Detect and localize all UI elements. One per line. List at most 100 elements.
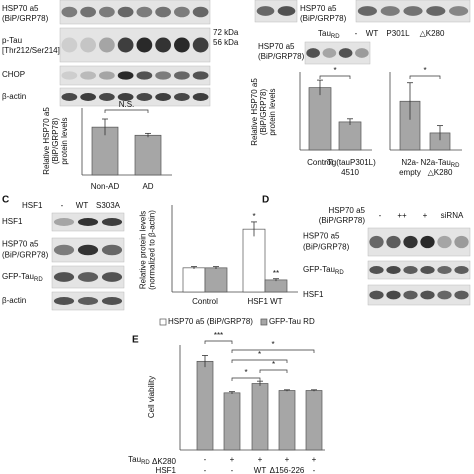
- y-axis-label: Relative protein levels (normalized to β-…: [139, 210, 157, 290]
- panel-label: C: [2, 195, 9, 206]
- label: β-actin: [2, 296, 26, 305]
- row-cell: WT: [254, 466, 267, 474]
- blot-band: [136, 93, 153, 101]
- lane-title: (BiP/GRP78): [319, 216, 366, 225]
- blot-band: [386, 290, 401, 300]
- blot-band: [403, 266, 418, 274]
- blot-band: [338, 48, 353, 58]
- bracket: [231, 349, 315, 353]
- blot-band: [386, 266, 401, 274]
- subscript: RD: [335, 270, 344, 276]
- blot: [254, 0, 298, 23]
- blot-band: [437, 290, 452, 300]
- y-label-line: protein levels: [268, 88, 277, 135]
- y-label-line: Cell viability: [147, 376, 156, 418]
- blot-band: [77, 218, 99, 226]
- blot-band: [61, 37, 78, 53]
- y-label-line: Relative protein levels: [139, 211, 148, 289]
- blot-band: [53, 272, 75, 282]
- blot-band: [454, 235, 469, 249]
- blot-band: [77, 297, 99, 305]
- bar: [223, 392, 241, 451]
- blot-band: [174, 6, 190, 18]
- blot-band: [117, 6, 134, 18]
- legend-swatch: [159, 318, 167, 326]
- marker-label: 72 kDa: [213, 28, 239, 37]
- error-bar: [102, 118, 108, 136]
- y-label-line: protein levels: [60, 117, 69, 164]
- blot-band: [174, 71, 190, 80]
- blot-band: [61, 71, 78, 80]
- blot-band: [256, 6, 275, 16]
- blot-band: [437, 235, 452, 249]
- blot-band: [426, 6, 446, 16]
- x-tick-label: Control: [307, 158, 333, 167]
- y-label-line: (BiP/GRP78): [259, 89, 268, 136]
- row-cell: -: [204, 466, 207, 474]
- lane-title: TauRD: [318, 29, 340, 39]
- error-bar: [407, 82, 413, 120]
- significance: *: [272, 360, 275, 369]
- label: HSP70 a5: [2, 240, 39, 249]
- error-bar: [317, 79, 323, 96]
- x-tick-label: △K280: [428, 168, 453, 177]
- label: (BiP/GRP78): [2, 14, 49, 23]
- bar: [182, 267, 206, 293]
- label: (BiP/GRP78): [2, 251, 49, 260]
- blot-band: [136, 71, 153, 80]
- blot-band: [80, 71, 96, 80]
- blot-band: [99, 71, 115, 80]
- significance: **: [273, 269, 279, 278]
- blot-band: [403, 235, 418, 249]
- lane-label: ++: [397, 211, 407, 220]
- row-cell: +: [258, 455, 263, 464]
- blot-band: [403, 6, 423, 16]
- bracket: [104, 109, 149, 113]
- lane-label: △K280: [420, 29, 445, 38]
- significance: N.S.: [119, 100, 135, 109]
- label: HSP70 a5: [300, 4, 337, 13]
- y-label-line: (BiP/GRP78): [51, 118, 60, 165]
- subscript: RD: [141, 460, 150, 466]
- blot-band: [386, 235, 401, 249]
- blot-band: [155, 93, 171, 101]
- error-bar: [251, 221, 257, 237]
- bracket: [204, 340, 233, 344]
- row-cell: +: [312, 455, 317, 464]
- label: (BiP/GRP78): [303, 243, 350, 252]
- lane-title: HSP70 a5: [329, 206, 366, 215]
- legend-label: GFP-Tau RD: [269, 317, 315, 326]
- blot-band: [53, 297, 75, 305]
- y-axis-label: Cell viability: [147, 376, 156, 418]
- row-cell: -: [231, 466, 234, 474]
- y-axis-label: Relative HSP70 a5 (BiP/GRP78) protein leve…: [42, 107, 69, 175]
- y-label-line: (normalized to β-actin): [148, 210, 157, 290]
- label: (BiP/GRP78): [300, 14, 347, 23]
- subscript: RD: [331, 34, 340, 40]
- label: [Thr212/Ser214]: [2, 46, 60, 55]
- blot-band: [355, 48, 369, 58]
- text-segment: Tau: [318, 29, 331, 38]
- bracket: [319, 75, 351, 79]
- bar: [196, 360, 214, 451]
- bracket: [409, 75, 441, 79]
- blot-band: [192, 37, 209, 53]
- bracket: [231, 377, 261, 381]
- label: HSP70 a5: [258, 42, 295, 51]
- y-label-line: Relative HSP70 a5: [250, 78, 259, 146]
- subscript: RD: [451, 163, 460, 169]
- x-tick-label: empty: [399, 168, 421, 177]
- blot-band: [369, 235, 384, 249]
- blot-band: [449, 6, 469, 16]
- subscript: RD: [34, 277, 43, 283]
- text-segment: N2a-Tau: [421, 158, 451, 167]
- error-bar: [257, 380, 263, 386]
- blot-band: [117, 93, 134, 101]
- x-tick-label: rTg(tauP301L): [324, 158, 376, 167]
- significance: *: [333, 66, 336, 75]
- blot-band: [77, 244, 99, 256]
- blot-band: [80, 37, 96, 53]
- blot-band: [61, 6, 78, 18]
- error-bar: [202, 355, 208, 368]
